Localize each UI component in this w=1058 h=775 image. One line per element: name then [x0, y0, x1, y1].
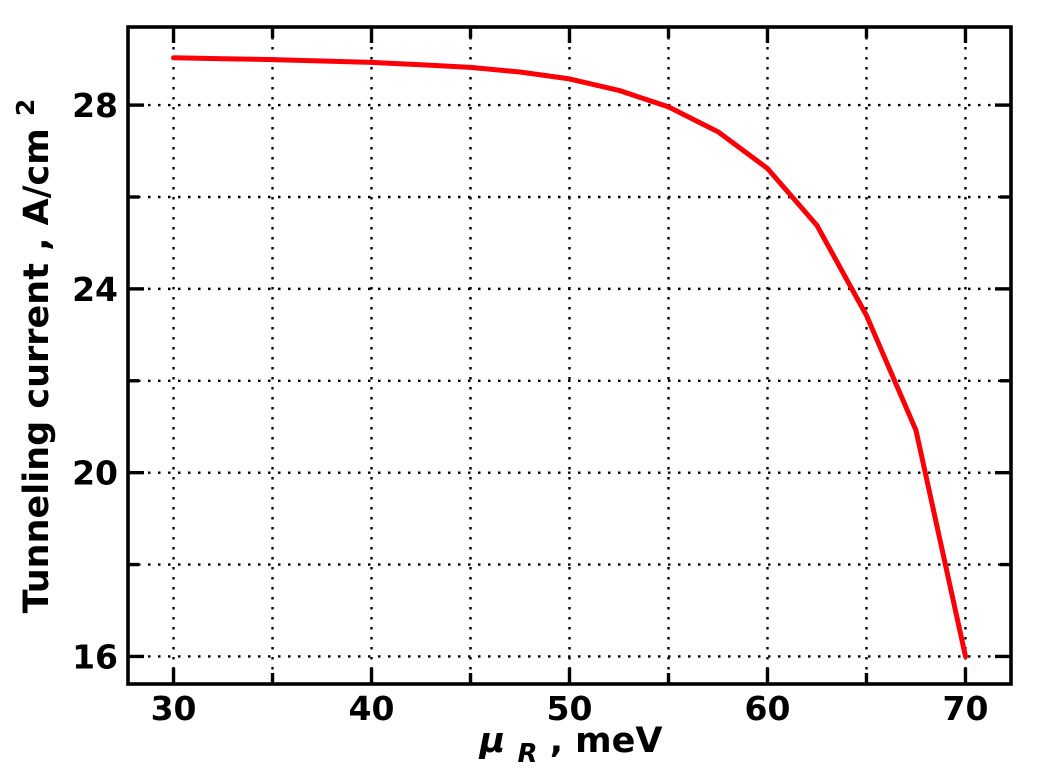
y-axis-label: Tunneling current , A/cm 2 — [11, 99, 57, 614]
x-tick-label: 50 — [547, 689, 593, 728]
y-axis-superscript: 2 — [11, 99, 40, 116]
tick-label-layer: 30 40 50 60 70 16 20 24 28 — [72, 86, 988, 728]
y-tick-label: 24 — [72, 270, 118, 309]
y-tick-label: 16 — [72, 637, 118, 676]
curve-layer — [171, 55, 968, 659]
plot-frame — [126, 25, 1013, 686]
frame-layer — [126, 25, 1013, 686]
y-tick-label: 20 — [72, 454, 118, 493]
x-tick-label: 70 — [942, 689, 988, 728]
grid-layer — [128, 27, 1011, 684]
x-axis-unit: , meV — [550, 721, 663, 761]
x-axis-symbol-mu: μ — [479, 721, 506, 761]
y-tick-label: 28 — [72, 86, 118, 125]
data-curve — [171, 55, 968, 659]
x-axis-label: μ R , meV — [479, 721, 663, 771]
tick-layer — [128, 27, 1011, 684]
x-tick-label: 40 — [349, 689, 395, 728]
y-axis-label-text: Tunneling current , A/cm — [17, 128, 57, 613]
x-tick-label: 60 — [745, 689, 791, 728]
x-tick-label: 30 — [151, 689, 197, 728]
x-axis-subscript: R — [517, 739, 537, 769]
